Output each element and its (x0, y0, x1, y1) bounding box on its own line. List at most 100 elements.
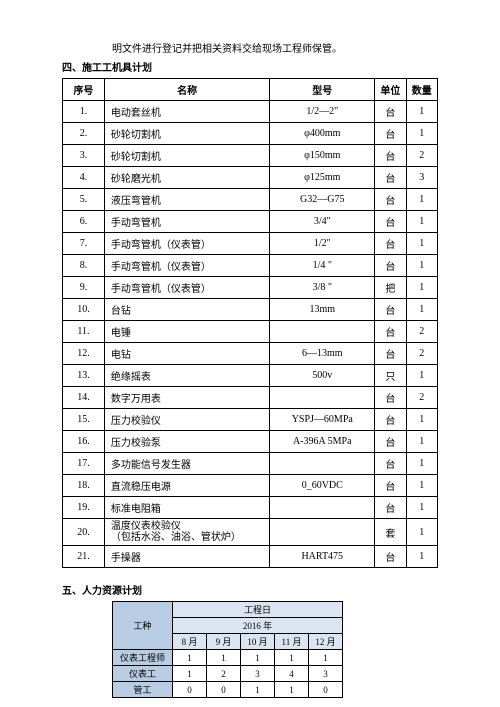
cell-qty: 1 (406, 409, 437, 431)
cell-model (270, 321, 375, 343)
cell-name: 电锤 (104, 321, 270, 343)
cell-unit: 台 (375, 167, 406, 189)
cell-model: 1/2—2" (270, 101, 375, 123)
cell-model: 1/4 " (270, 255, 375, 277)
cell-name: 直流稳压电源 (104, 475, 270, 497)
cell-seq: 18. (63, 475, 105, 497)
cell-name: 台钻 (104, 299, 270, 321)
cell-qty: 1 (406, 453, 437, 475)
cell-seq: 17. (63, 453, 105, 475)
cell-qty: 2 (406, 387, 437, 409)
cell-seq: 19. (63, 497, 105, 519)
cell-unit: 台 (375, 497, 406, 519)
cell-model: 3/8 " (270, 277, 375, 299)
cell-name: 手动弯管机（仪表管） (104, 255, 270, 277)
table-row: 10.台钻13mm台1 (63, 299, 438, 321)
hr-cell: 0 (309, 682, 343, 698)
cell-unit: 只 (375, 365, 406, 387)
cell-qty: 1 (406, 365, 437, 387)
section5-heading: 五、人力资源计划 (62, 582, 438, 597)
hr-cell: 3 (241, 666, 275, 682)
cell-qty: 1 (406, 233, 437, 255)
cell-name: 手动弯管机 (104, 211, 270, 233)
cell-name: 绝缘摇表 (104, 365, 270, 387)
hr-cell: 1 (173, 666, 207, 682)
cell-seq: 1. (63, 101, 105, 123)
cell-unit: 台 (375, 409, 406, 431)
cell-unit: 台 (375, 145, 406, 167)
cell-unit: 台 (375, 123, 406, 145)
hr-row: 管工00110 (113, 682, 343, 698)
table-row: 3.砂轮切割机φ150mm台2 (63, 145, 438, 167)
table-row: 5.液压弯管机G32—G75台1 (63, 189, 438, 211)
cell-name: 压力校验泵 (104, 431, 270, 453)
hr-cell: 1 (241, 650, 275, 666)
cell-name: 砂轮切割机 (104, 145, 270, 167)
table-row: 14.数字万用表 台2 (63, 387, 438, 409)
hr-wtype-header: 工种 (113, 602, 173, 650)
table-row: 15.压力校验仪YSPJ—60MPa台1 (63, 409, 438, 431)
cell-seq: 13. (63, 365, 105, 387)
cell-name: 砂轮切割机 (104, 123, 270, 145)
cell-unit: 台 (375, 546, 406, 568)
cell-seq: 14. (63, 387, 105, 409)
table-row: 13.绝缘摇表500v只1 (63, 365, 438, 387)
col-unit: 单位 (375, 79, 406, 101)
cell-model (270, 453, 375, 475)
cell-model: 3/4" (270, 211, 375, 233)
cell-name: 砂轮磨光机 (104, 167, 270, 189)
hr-cell: 1 (275, 682, 309, 698)
table-row: 9.手动弯管机（仪表管）3/8 "把1 (63, 277, 438, 299)
cell-name: 温度仪表校验仪（包括水浴、油浴、管状炉） (104, 519, 270, 546)
col-qty: 数量 (406, 79, 437, 101)
equipment-table: 序号 名称 型号 单位 数量 1.电动套丝机1/2—2"台12.砂轮切割机φ40… (62, 78, 438, 568)
hr-cell: 4 (275, 666, 309, 682)
cell-qty: 2 (406, 343, 437, 365)
table-row: 16.压力校验泵A-396A 5MPa台1 (63, 431, 438, 453)
cell-seq: 16. (63, 431, 105, 453)
hr-month-header: 12 月 (309, 634, 343, 650)
cell-seq: 20. (63, 519, 105, 546)
hr-month-header: 11 月 (275, 634, 309, 650)
table-row: 17.多功能信号发生器台1 (63, 453, 438, 475)
cell-model: G32—G75 (270, 189, 375, 211)
cell-seq: 5. (63, 189, 105, 211)
cell-seq: 6. (63, 211, 105, 233)
cell-unit: 台 (375, 101, 406, 123)
cell-name: 数字万用表 (104, 387, 270, 409)
cell-model (270, 519, 375, 546)
cell-unit: 台 (375, 453, 406, 475)
hr-year: 2016 年 (173, 618, 343, 634)
cell-name: 压力校验仪 (104, 409, 270, 431)
table-row: 1.电动套丝机1/2—2"台1 (63, 101, 438, 123)
cell-qty: 1 (406, 101, 437, 123)
cell-model: φ400mm (270, 123, 375, 145)
table-row: 2.砂轮切割机φ400mm台1 (63, 123, 438, 145)
cell-name: 手动弯管机（仪表管） (104, 277, 270, 299)
cell-seq: 3. (63, 145, 105, 167)
cell-name: 电钻 (104, 343, 270, 365)
cell-model: YSPJ—60MPa (270, 409, 375, 431)
hr-cell: 2 (207, 666, 241, 682)
cell-seq: 2. (63, 123, 105, 145)
cell-seq: 8. (63, 255, 105, 277)
cell-seq: 12. (63, 343, 105, 365)
cell-qty: 2 (406, 321, 437, 343)
hr-table: 工种 工程日 2016 年 8 月9 月10 月11 月12 月 仪表工程师11… (112, 601, 343, 698)
cell-seq: 10. (63, 299, 105, 321)
table-row: 11.电锤台2 (63, 321, 438, 343)
col-model: 型号 (270, 79, 375, 101)
hr-cell: 1 (207, 650, 241, 666)
cell-qty: 1 (406, 299, 437, 321)
cell-unit: 台 (375, 387, 406, 409)
cell-unit: 套 (375, 519, 406, 546)
hr-cell: 3 (309, 666, 343, 682)
hr-cell: 0 (207, 682, 241, 698)
cell-model: A-396A 5MPa (270, 431, 375, 453)
hr-month-header: 8 月 (173, 634, 207, 650)
cell-model: HART475 (270, 546, 375, 568)
hr-cell: 1 (173, 650, 207, 666)
hr-cell: 1 (275, 650, 309, 666)
cell-unit: 台 (375, 431, 406, 453)
cell-qty: 1 (406, 475, 437, 497)
